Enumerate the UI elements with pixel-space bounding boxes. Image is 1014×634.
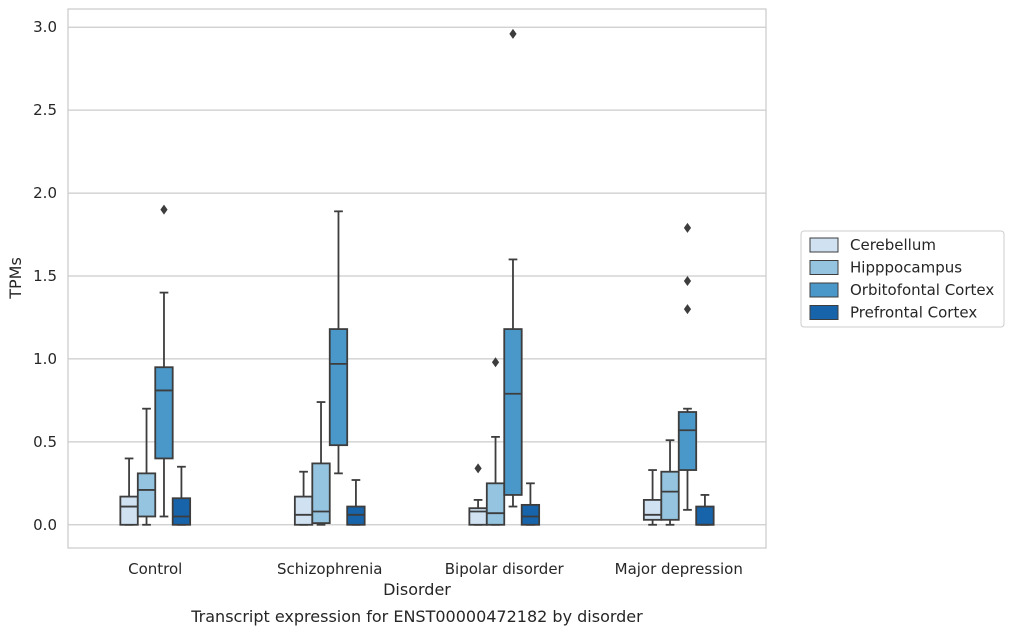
y-tick-label: 3.0 [33, 18, 57, 36]
box-body [154, 366, 174, 460]
outlier-point [683, 222, 692, 233]
box-3-0 [642, 469, 663, 526]
outlier-point [160, 204, 168, 215]
outlier-point [683, 304, 692, 315]
legend-swatch [809, 305, 839, 320]
box-body [136, 472, 157, 518]
box-1-1 [311, 401, 331, 526]
box-body [695, 505, 715, 526]
box-body [642, 499, 663, 521]
box-0-3 [171, 465, 192, 526]
box-2-1 [485, 357, 506, 526]
outlier-point [683, 275, 692, 286]
box-body [520, 503, 541, 526]
chart-caption: Transcript expression for ENST0000047218… [190, 607, 643, 626]
y-tick-label: 1.0 [33, 350, 57, 368]
legend-label: Cerebellum [850, 236, 936, 254]
x-tick-label: Major depression [615, 560, 743, 578]
x-tick-labels: Control Schizophrenia Bipolar disorder Majo… [128, 560, 743, 578]
outlier-point [491, 357, 500, 368]
outlier-point [509, 28, 517, 39]
legend: Cerebellum Hipppocampus Orbitofontal Corte… [800, 230, 1005, 328]
legend-label: Orbitofontal Cortex [850, 281, 994, 299]
box-body [485, 482, 506, 526]
gridlines [68, 26, 766, 526]
box-series [119, 28, 715, 526]
legend-label: Prefrontal Cortex [850, 304, 977, 322]
box-2-3 [520, 482, 541, 526]
box-body [503, 328, 523, 496]
y-tick-label: 0.0 [33, 516, 57, 534]
outlier-point [474, 463, 482, 474]
legend-frame [800, 230, 1005, 328]
box-body [677, 411, 698, 471]
box-0-0 [119, 457, 139, 526]
box-body [311, 462, 331, 525]
legend-swatch [809, 282, 839, 298]
box-body [293, 495, 314, 526]
box-body [328, 328, 349, 447]
box-1-3 [346, 479, 366, 526]
x-axis-title: Disorder [383, 580, 451, 599]
y-tick-label: 2.0 [33, 184, 57, 202]
plot-background [68, 9, 766, 548]
box-1-0 [293, 470, 314, 526]
y-axis-title: TPMs [6, 257, 25, 300]
box-3-3 [695, 494, 715, 526]
x-tick-label: Control [128, 560, 182, 578]
y-tick-labels: 0.0 0.5 1.0 1.5 2.0 2.5 3.0 [33, 18, 57, 534]
box-body [171, 497, 192, 526]
x-tick-label: Schizophrenia [277, 560, 382, 578]
y-tick-label: 0.5 [33, 433, 57, 451]
x-tick-label: Bipolar disorder [445, 560, 565, 578]
box-body [119, 495, 139, 526]
box-0-1 [136, 407, 157, 526]
box-1-2 [328, 210, 349, 475]
y-tick-label: 2.5 [33, 101, 57, 119]
plot-frame [67, 8, 767, 549]
legend-label: Hipppocampus [850, 259, 962, 277]
box-3-1 [660, 439, 680, 526]
box-body [660, 470, 680, 521]
legend-swatch [809, 260, 839, 275]
legend-swatch [809, 237, 839, 253]
box-0-2 [154, 204, 174, 518]
y-tick-label: 1.5 [33, 267, 57, 285]
box-2-2 [503, 28, 523, 508]
box-3-2 [677, 222, 698, 511]
